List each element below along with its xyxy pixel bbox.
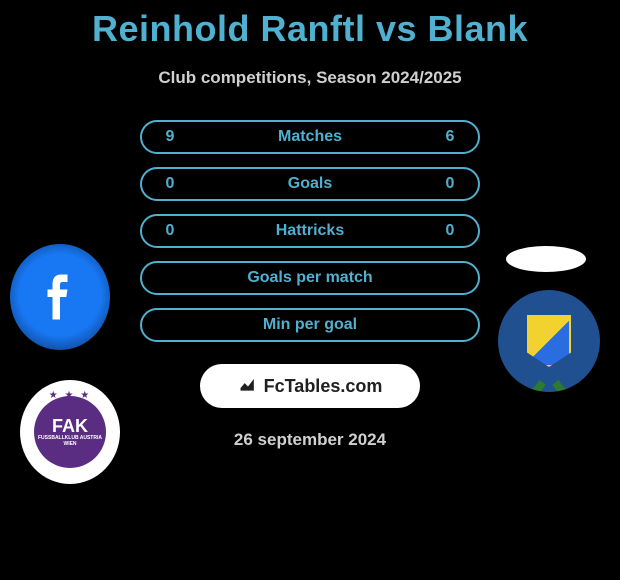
club-badge-left-inner: FAK FUSSBALLKLUB AUSTRIA WIEN (34, 396, 106, 468)
stat-right-value: 0 (440, 222, 460, 240)
stat-label: Goals (180, 175, 440, 193)
chart-icon (238, 374, 258, 399)
stat-row-matches: 9 Matches 6 (140, 120, 480, 154)
stat-row-mpg: Min per goal (140, 308, 480, 342)
stat-label: Matches (180, 128, 440, 146)
club-left-logo-text: FAK (52, 417, 88, 437)
stat-left-value: 0 (160, 175, 180, 193)
club-badge-right (498, 290, 600, 392)
page-title: Reinhold Ranftl vs Blank (0, 0, 620, 50)
player-right-placeholder (506, 246, 586, 272)
stat-right-value: 0 (440, 175, 460, 193)
club-left-name: FUSSBALLKLUB AUSTRIA WIEN (34, 436, 106, 447)
stat-label: Min per goal (180, 316, 440, 334)
stat-row-hattricks: 0 Hattricks 0 (140, 214, 480, 248)
stat-row-gpm: Goals per match (140, 261, 480, 295)
stat-left-value: 0 (160, 222, 180, 240)
stat-left-value: 9 (160, 128, 180, 146)
facebook-avatar (10, 244, 110, 350)
subtitle: Club competitions, Season 2024/2025 (0, 68, 620, 88)
stat-row-goals: 0 Goals 0 (140, 167, 480, 201)
club-badge-left: ★ ★ ★ FAK FUSSBALLKLUB AUSTRIA WIEN (20, 380, 120, 484)
stat-right-value: 6 (440, 128, 460, 146)
club-stars-icon: ★ ★ ★ (49, 390, 91, 401)
stats-list: 9 Matches 6 0 Goals 0 0 Hattricks 0 Goal… (140, 120, 480, 342)
stat-label: Goals per match (180, 269, 440, 287)
content-area: ★ ★ ★ FAK FUSSBALLKLUB AUSTRIA WIEN 9 Ma… (0, 120, 620, 450)
source-badge: FcTables.com (200, 364, 420, 408)
stat-label: Hattricks (180, 222, 440, 240)
facebook-icon (30, 267, 90, 327)
source-badge-text: FcTables.com (264, 376, 383, 397)
